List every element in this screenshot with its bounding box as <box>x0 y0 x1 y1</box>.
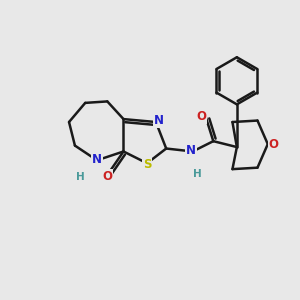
Text: O: O <box>102 170 112 183</box>
Text: N: N <box>186 144 196 158</box>
Text: H: H <box>193 169 202 178</box>
Text: H: H <box>76 172 85 182</box>
Text: S: S <box>143 158 151 171</box>
Text: N: N <box>154 114 164 127</box>
Text: O: O <box>269 138 279 151</box>
Text: N: N <box>92 153 102 166</box>
Text: O: O <box>196 110 206 123</box>
